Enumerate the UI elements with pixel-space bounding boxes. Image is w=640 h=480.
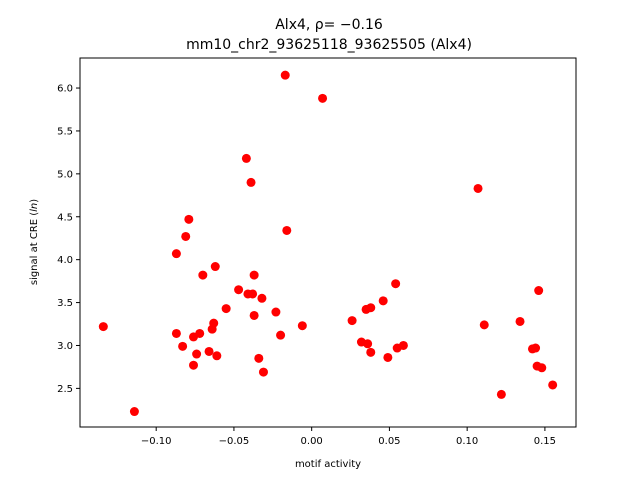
y-tick-label: 2.5 <box>57 384 73 395</box>
scatter-point <box>366 347 376 357</box>
scatter-point <box>234 285 244 295</box>
scatter-point <box>366 303 376 313</box>
y-axis-label-suffix: ) <box>29 199 40 203</box>
scatter-point <box>178 341 188 351</box>
x-tick-label: 0.15 <box>534 436 556 447</box>
scatter-point <box>254 353 264 363</box>
scatter-point <box>496 389 506 399</box>
scatter-point <box>276 330 286 340</box>
points-layer <box>98 70 558 417</box>
scatter-point <box>363 339 373 349</box>
scatter-point <box>184 214 194 224</box>
scatter-point <box>204 346 214 356</box>
x-axis-label: motif activity <box>295 459 361 470</box>
x-tick-label: −0.05 <box>219 436 250 447</box>
y-tick-label: 5.0 <box>57 169 73 180</box>
scatter-point <box>209 318 219 328</box>
scatter-point <box>515 316 525 326</box>
scatter-point <box>258 367 268 377</box>
y-axis-label-prefix: signal at CRE ( <box>29 212 40 285</box>
scatter-point <box>246 177 256 187</box>
y-tick-label: 3.0 <box>57 341 73 352</box>
y-tick-label: 3.5 <box>57 298 73 309</box>
scatter-point <box>171 328 181 338</box>
x-tick-label: 0.00 <box>301 436 323 447</box>
scatter-point <box>249 270 259 280</box>
scatter-point <box>181 231 191 241</box>
scatter-point <box>398 340 408 350</box>
scatter-point <box>198 270 208 280</box>
scatter-point <box>537 363 547 373</box>
y-tick-label: 6.0 <box>57 84 73 95</box>
scatter-point <box>189 360 198 370</box>
scatter-point <box>282 225 292 235</box>
y-axis-ticks: 2.5 3.0 3.5 4.0 4.5 5.0 5.5 6.0 <box>57 84 80 395</box>
scatter-point <box>249 310 259 320</box>
scatter-point <box>297 321 307 331</box>
scatter-point <box>383 352 393 362</box>
scatter-point <box>212 351 222 361</box>
scatter-point <box>378 296 388 306</box>
scatter-point <box>534 286 544 296</box>
plot-frame <box>79 57 577 428</box>
scatter-point <box>171 249 181 259</box>
scatter-point <box>98 322 108 332</box>
scatter-point <box>257 293 267 303</box>
scatter-point <box>280 70 290 80</box>
x-tick-label: 0.10 <box>456 436 478 447</box>
scatter-point <box>192 349 202 359</box>
scatter-point <box>473 183 483 193</box>
y-axis-label: signal at CRE (ln) <box>29 199 40 285</box>
scatter-point <box>479 320 489 330</box>
chart-title-line1: Alx4, ρ= −0.16 <box>275 17 383 33</box>
x-tick-label: −0.10 <box>141 436 172 447</box>
scatter-point <box>210 262 220 272</box>
y-tick-label: 4.5 <box>57 212 73 223</box>
scatter-point <box>241 153 251 163</box>
scatter-point <box>318 93 328 103</box>
scatter-point <box>271 307 281 317</box>
scatter-point <box>548 380 558 390</box>
y-axis-label-italic: ln <box>29 203 40 212</box>
chart-title-line2: mm10_chr2_93625118_93625505 (Alx4) <box>186 37 472 53</box>
scatter-point <box>195 328 205 338</box>
x-tick-label: 0.05 <box>378 436 400 447</box>
scatter-point <box>248 289 258 299</box>
y-tick-label: 5.5 <box>57 126 73 137</box>
scatter-point <box>129 407 139 417</box>
x-axis-ticks: −0.10 −0.05 0.00 0.05 0.10 0.15 <box>141 427 556 447</box>
scatter-point <box>531 343 541 353</box>
scatter-point <box>221 304 231 314</box>
y-tick-label: 4.0 <box>57 255 73 266</box>
scatter-point <box>391 279 401 289</box>
scatter-point <box>347 316 357 326</box>
